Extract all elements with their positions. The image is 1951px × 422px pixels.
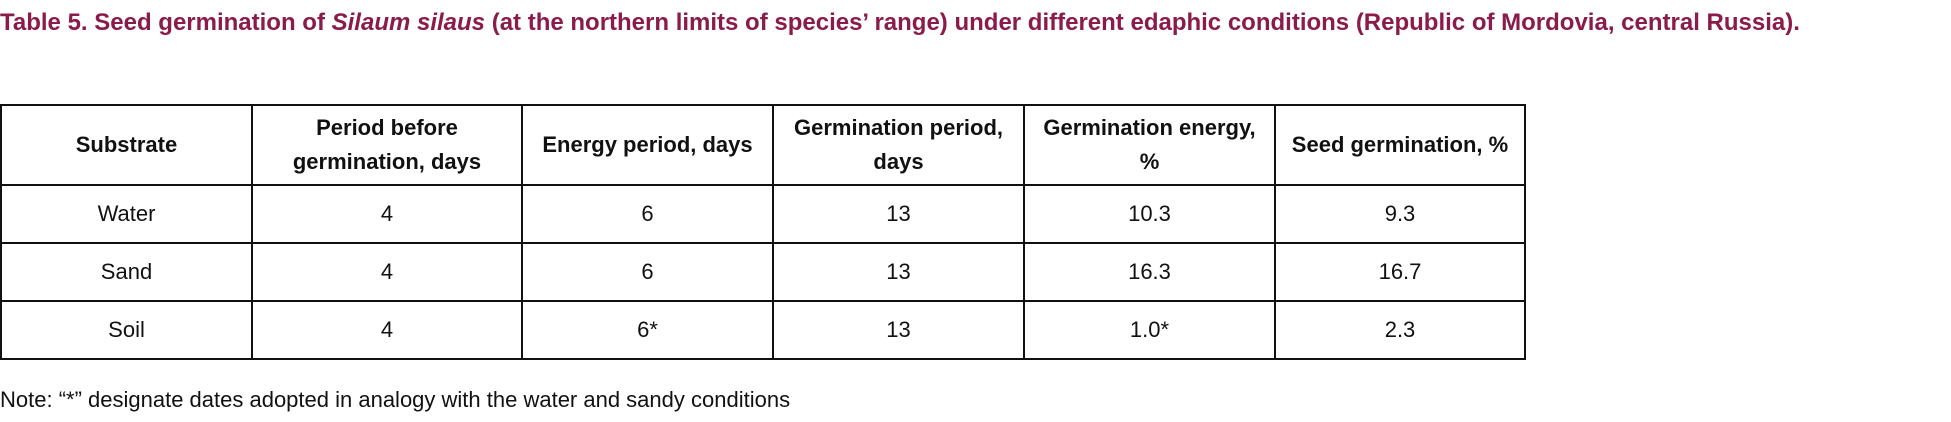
cell-germination-energy: 10.3 [1023, 184, 1276, 244]
cell-seed-germination: 16.7 [1274, 242, 1526, 302]
cell-energy-period: 6* [521, 300, 774, 360]
header-row: Substrate Period before germination, day… [0, 104, 1526, 186]
cell-energy-period: 6 [521, 184, 774, 244]
cell-energy-period: 6 [521, 242, 774, 302]
table-note: Note: “*” designate dates adopted in ana… [0, 387, 791, 412]
header-substrate: Substrate [0, 104, 253, 186]
table-row: Sand 4 6 13 16.3 16.7 [0, 242, 1526, 302]
title-suffix: (at the northern limits of species’ rang… [485, 9, 1800, 36]
header-germination-energy: Germination energy, % [1023, 104, 1276, 186]
table-row: Water 4 6 13 10.3 9.3 [0, 184, 1526, 244]
cell-period-before-germination: 4 [251, 184, 523, 244]
title-species-name: Silaum silaus [331, 9, 486, 36]
cell-germination-energy: 16.3 [1023, 242, 1276, 302]
cell-substrate: Sand [0, 242, 253, 302]
header-seed-germination: Seed germination, % [1274, 104, 1526, 186]
header-period-before-germination: Period before germination, days [251, 104, 523, 186]
title-prefix: Table 5. Seed germination of [0, 9, 332, 36]
cell-seed-germination: 9.3 [1274, 184, 1526, 244]
header-energy-period: Energy period, days [521, 104, 774, 186]
cell-germination-period: 13 [772, 184, 1025, 244]
cell-germination-period: 13 [772, 242, 1025, 302]
cell-germination-energy: 1.0* [1023, 300, 1276, 360]
table-row: Soil 4 6* 13 1.0* 2.3 [0, 300, 1526, 360]
cell-germination-period: 13 [772, 300, 1025, 360]
cell-substrate: Soil [0, 300, 253, 360]
cell-substrate: Water [0, 184, 253, 244]
cell-period-before-germination: 4 [251, 300, 523, 360]
header-germination-period: Germination period, days [772, 104, 1025, 186]
cell-seed-germination: 2.3 [1274, 300, 1526, 360]
cell-period-before-germination: 4 [251, 242, 523, 302]
table-title: Table 5. Seed germination of Silaum sila… [0, 6, 1900, 39]
germination-table: Substrate Period before germination, day… [0, 104, 1526, 360]
